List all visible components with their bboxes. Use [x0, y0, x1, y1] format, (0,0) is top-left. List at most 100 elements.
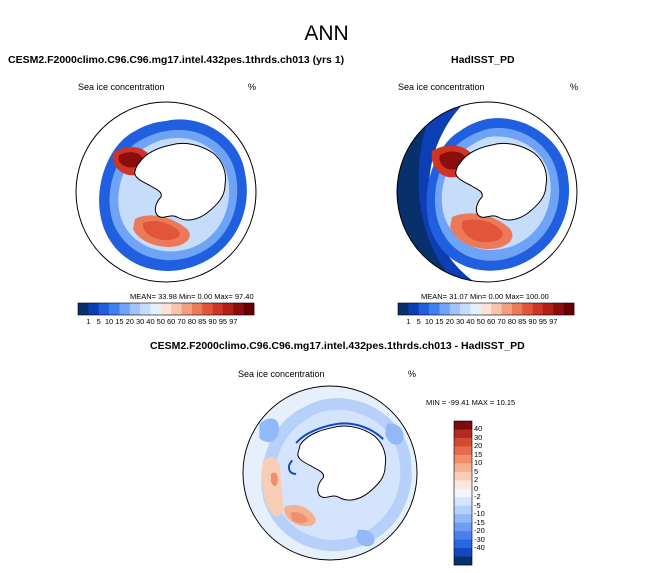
left-colorbar-labels: 1 5 10 15 20 30 40 50 60 70 80 85 90 95 97	[78, 317, 254, 327]
diff-colorbar-swatch	[454, 514, 472, 523]
right-colorbar-swatch	[563, 303, 575, 315]
right-colorbar-swatch	[408, 303, 419, 315]
right-colorbar-tick-label: 60	[487, 317, 496, 326]
diff-colorbar-swatch	[454, 505, 472, 515]
right-antarctica	[455, 142, 547, 221]
left-colorbar-tick-label: 50	[156, 317, 165, 326]
left-colorbar-tick-label: 20	[125, 317, 134, 326]
right-colorbar-tick-label: 95	[538, 317, 548, 326]
diff-colorbar	[453, 420, 473, 566]
diff-colorbar-swatch	[454, 539, 472, 549]
right-stats: MEAN= 31.07 Min= 0.00 Max= 100.00	[421, 292, 549, 301]
left-colorbar-swatch	[109, 303, 120, 315]
diff-colorbar-tick-label: -10	[474, 509, 485, 519]
right-colorbar-tick-label: 15	[435, 317, 444, 326]
right-colorbar-swatch	[480, 303, 492, 315]
diff-polar-map	[242, 385, 418, 561]
left-colorbar-swatch	[129, 303, 141, 315]
right-colorbar-tick-label: 5	[416, 317, 421, 326]
diff-colorbar-swatch	[454, 522, 472, 532]
diff-colorbar-tick-label: 15	[474, 449, 483, 459]
diff-colorbar-swatch	[454, 471, 472, 481]
diff-colorbar-tick-label: 5	[474, 466, 479, 476]
left-colorbar-tick-label: 97	[229, 317, 238, 326]
diff-colorbar-tick-label: 40	[474, 424, 483, 434]
right-colorbar-tick-label: 97	[549, 317, 558, 326]
right-colorbar-swatch	[449, 303, 461, 315]
right-colorbar	[397, 302, 575, 316]
diff-unit-label: %	[408, 369, 417, 379]
diff-colorbar-swatch	[454, 488, 472, 498]
right-colorbar-tick-label: 85	[518, 317, 527, 326]
diff-colorbar-tick-label: 20	[474, 441, 483, 451]
left-stats: MEAN= 33.98 Min= 0.00 Max= 97.40	[130, 292, 254, 301]
left-colorbar-swatch	[88, 303, 99, 315]
left-colorbar-swatch	[78, 303, 89, 315]
right-polar-map	[396, 101, 578, 283]
diff-colorbar-tick-label: 30	[474, 432, 483, 442]
left-colorbar-swatch	[222, 303, 234, 315]
diff-colorbar-swatch	[454, 429, 472, 439]
left-colorbar-tick-label: 1	[86, 317, 91, 326]
left-colorbar-tick-label: 80	[187, 317, 197, 326]
left-colorbar-tick-label: 95	[218, 317, 228, 326]
left-variable-label: Sea ice concentration	[78, 82, 165, 92]
diff-colorbar-swatch	[454, 556, 472, 566]
right-colorbar-swatch	[429, 303, 440, 315]
left-colorbar-swatch	[150, 303, 162, 315]
left-colorbar-swatch	[98, 303, 110, 315]
diff-colorbar-swatch	[454, 531, 472, 540]
left-colorbar-swatch	[243, 303, 255, 315]
right-colorbar-tick-label: 1	[406, 317, 411, 326]
left-colorbar-tick-label: 10	[104, 317, 114, 326]
diff-colorbar-labels: 40 30 20 15 10 5 2 0 -2 -5 -10 -15 -20 -30 -40	[474, 421, 504, 565]
diff-panel-title: CESM2.F2000climo.C96.C96.mg17.intel.432p…	[150, 340, 525, 352]
left-antarctica	[134, 142, 226, 221]
left-colorbar-swatch	[212, 303, 224, 315]
left-colorbar-tick-label: 40	[146, 317, 155, 326]
diff-colorbar-swatch	[454, 497, 472, 507]
right-colorbar-swatch	[532, 303, 544, 315]
right-colorbar-swatch	[398, 303, 409, 315]
diff-colorbar-swatch	[454, 463, 472, 473]
right-colorbar-labels: 1 5 10 15 20 30 40 50 60 70 80 85 90 95 97	[398, 317, 574, 327]
left-colorbar-tick-label: 60	[167, 317, 176, 326]
left-colorbar-swatch	[202, 303, 213, 315]
left-panel-title: CESM2.F2000climo.C96.C96.mg17.intel.432p…	[8, 54, 345, 66]
left-unit-label: %	[248, 82, 257, 92]
diff-colorbar-tick-label: -5	[474, 500, 481, 510]
diff-colorbar-swatch	[454, 421, 472, 430]
diff-colorbar-tick-label: -30	[474, 534, 485, 544]
diff-variable-label: Sea ice concentration	[238, 369, 325, 379]
right-panel-title: HadISST_PD	[451, 54, 515, 66]
right-colorbar-swatch	[470, 303, 482, 315]
figure-title: ANN	[304, 22, 349, 45]
left-colorbar-tick-label: 85	[198, 317, 207, 326]
right-variable-label: Sea ice concentration	[398, 82, 485, 92]
left-colorbar-tick-label: 5	[96, 317, 101, 326]
left-colorbar-swatch	[191, 303, 203, 315]
right-colorbar-swatch	[491, 303, 502, 315]
right-colorbar-swatch	[460, 303, 471, 315]
diff-positive-region	[261, 457, 284, 516]
diff-colorbar-tick-label: -20	[474, 526, 485, 536]
left-colorbar-swatch	[171, 303, 182, 315]
right-colorbar-tick-label: 90	[528, 317, 537, 326]
right-colorbar-tick-label: 80	[507, 317, 517, 326]
left-colorbar-tick-label: 70	[177, 317, 186, 326]
right-colorbar-tick-label: 20	[445, 317, 454, 326]
diff-colorbar-tick-label: 10	[474, 458, 483, 468]
right-colorbar-tick-label: 50	[476, 317, 485, 326]
left-colorbar-tick-label: 30	[135, 317, 145, 326]
diff-antarctica	[297, 425, 387, 501]
right-colorbar-tick-label: 70	[497, 317, 506, 326]
left-colorbar-swatch	[181, 303, 193, 315]
right-colorbar-swatch	[553, 303, 564, 315]
left-polar-map	[75, 101, 257, 283]
left-colorbar-tick-label: 90	[208, 317, 217, 326]
diff-colorbar-swatch	[454, 446, 472, 456]
right-unit-label: %	[570, 82, 579, 92]
diff-colorbar-swatch	[454, 548, 472, 557]
left-colorbar-swatch	[233, 303, 244, 315]
left-colorbar-swatch	[140, 303, 151, 315]
